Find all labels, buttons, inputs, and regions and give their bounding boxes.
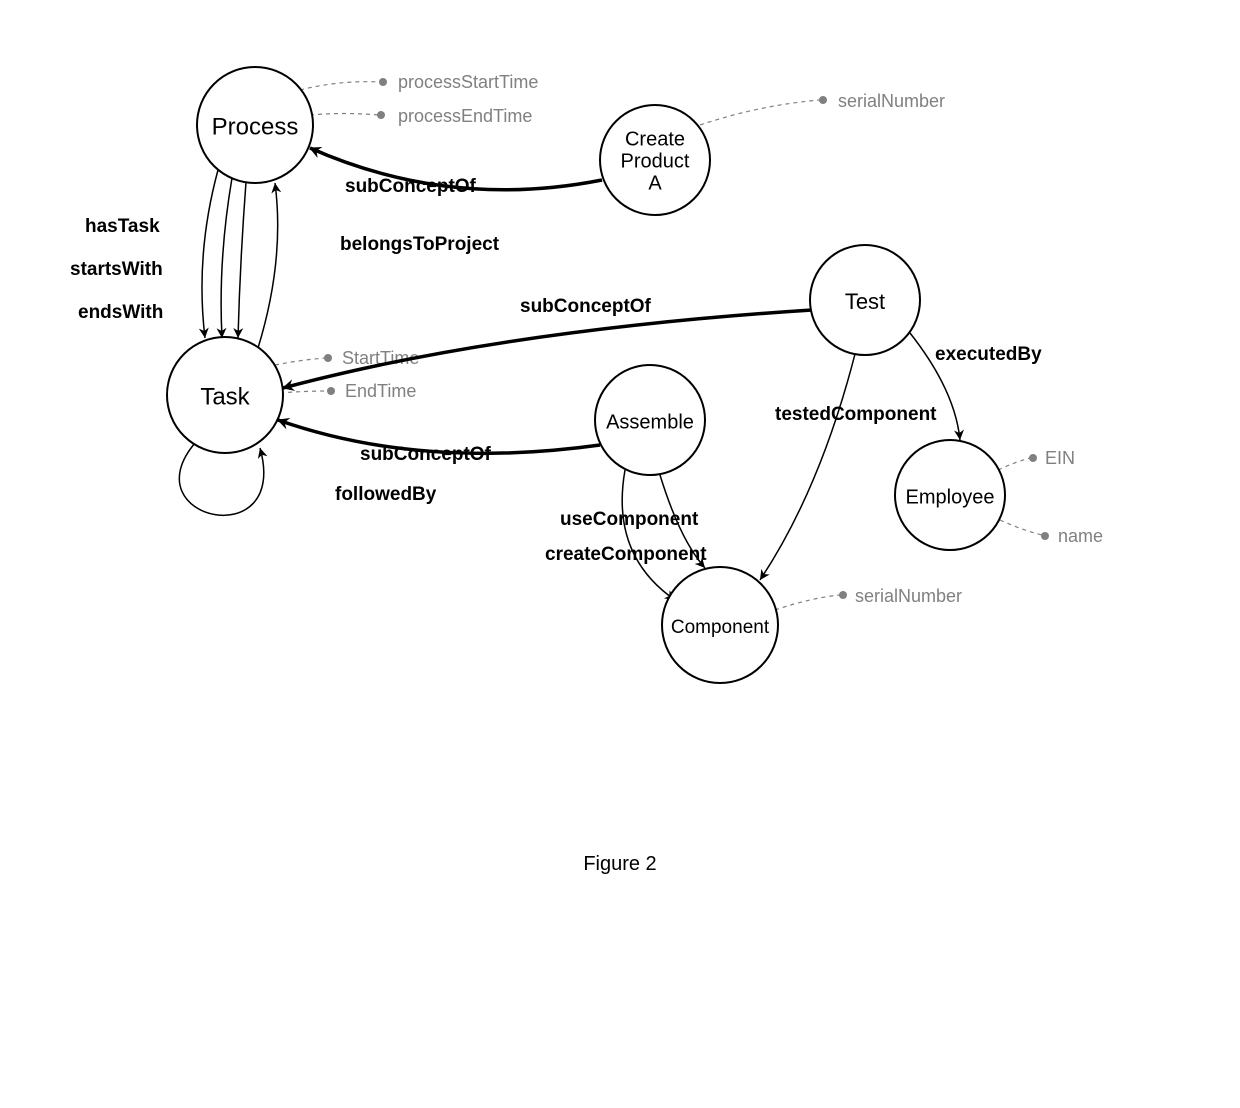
svg-text:EIN: EIN — [1045, 448, 1075, 468]
attr-component-serial: serialNumber — [775, 586, 962, 610]
svg-text:belongsToProject: belongsToProject — [340, 234, 500, 255]
svg-text:Assemble: Assemble — [606, 411, 694, 433]
svg-text:followedBy: followedBy — [335, 484, 437, 505]
svg-text:name: name — [1058, 526, 1103, 546]
node-process: Process — [197, 67, 313, 183]
svg-text:Test: Test — [845, 289, 885, 314]
svg-text:Component: Component — [671, 617, 770, 638]
svg-text:subConceptOf: subConceptOf — [345, 176, 477, 197]
concept-diagram: processStartTime processEndTime serialNu… — [0, 0, 1240, 1108]
node-task: Task — [167, 337, 283, 453]
attr-create-product-serial: serialNumber — [700, 91, 945, 125]
node-component: Component — [662, 567, 778, 683]
svg-text:EndTime: EndTime — [345, 381, 416, 401]
edge-test-task-subconceptof: subConceptOf — [283, 296, 812, 388]
node-test: Test — [810, 245, 920, 355]
svg-text:processEndTime: processEndTime — [398, 106, 532, 126]
attr-task-start-time: StartTime — [275, 348, 419, 368]
svg-text:testedComponent: testedComponent — [775, 404, 937, 425]
svg-text:serialNumber: serialNumber — [855, 586, 962, 606]
svg-text:subConceptOf: subConceptOf — [360, 444, 492, 465]
edge-task-process-belongs: belongsToProject — [258, 183, 500, 348]
edge-create-process-subconceptof: subConceptOf — [310, 148, 602, 197]
attr-employee-name: name — [1000, 520, 1103, 546]
svg-text:Employee: Employee — [906, 486, 995, 508]
edge-assemble-task-subconceptof: subConceptOf — [278, 420, 600, 465]
svg-text:subConceptOf: subConceptOf — [520, 296, 652, 317]
svg-text:serialNumber: serialNumber — [838, 91, 945, 111]
node-create-product: Create Product A — [600, 105, 710, 215]
attr-process-start-time: processStartTime — [300, 72, 538, 92]
svg-text:Task: Task — [200, 383, 250, 410]
edge-assemble-component-use: useComponent — [560, 470, 699, 600]
label-endswith: endsWith — [78, 302, 163, 323]
edge-process-task-startswith — [221, 178, 232, 338]
svg-text:useComponent: useComponent — [560, 509, 699, 530]
attr-process-end-time: processEndTime — [310, 106, 532, 126]
svg-text:createComponent: createComponent — [545, 544, 707, 565]
svg-text:Product: Product — [621, 150, 690, 172]
edge-process-task-hastask — [202, 170, 218, 338]
label-startswith: startsWith — [70, 259, 163, 280]
attr-employee-ein: EIN — [998, 448, 1075, 470]
figure-caption: Figure 2 — [583, 853, 656, 875]
edge-process-task-endswith — [238, 182, 246, 338]
label-hastask: hasTask — [85, 216, 160, 237]
node-employee: Employee — [895, 440, 1005, 550]
svg-text:Create: Create — [625, 128, 685, 150]
svg-text:processStartTime: processStartTime — [398, 72, 538, 92]
svg-text:executedBy: executedBy — [935, 344, 1042, 365]
node-assemble: Assemble — [595, 365, 705, 475]
svg-text:A: A — [648, 172, 662, 194]
svg-text:Process: Process — [212, 113, 299, 140]
